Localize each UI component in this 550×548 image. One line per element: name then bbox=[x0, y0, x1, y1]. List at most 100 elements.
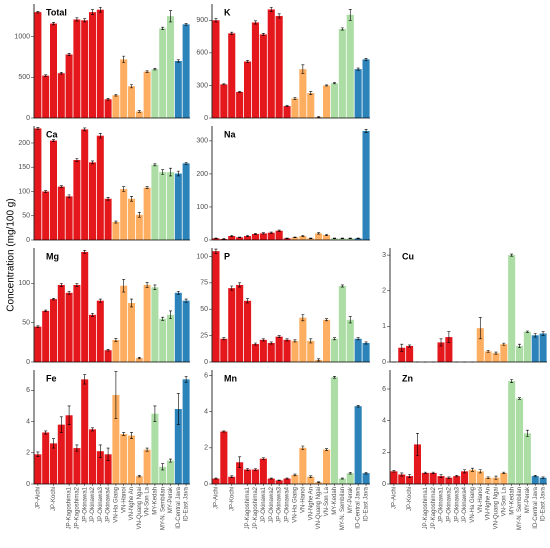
y-tick-label: 300 bbox=[196, 138, 208, 145]
bar bbox=[275, 230, 283, 240]
bar bbox=[174, 409, 182, 484]
error-bar bbox=[510, 379, 514, 383]
bar bbox=[338, 28, 346, 118]
error-bar bbox=[269, 341, 273, 345]
error-bar bbox=[510, 253, 514, 257]
bar bbox=[267, 478, 275, 484]
error-bar bbox=[145, 282, 149, 288]
bar bbox=[322, 85, 331, 118]
panel-title: Cu bbox=[402, 251, 414, 261]
error-bar bbox=[145, 70, 149, 73]
x-tick-label: VN-Son La bbox=[145, 486, 151, 516]
error-bar bbox=[309, 475, 313, 478]
bar bbox=[220, 338, 228, 362]
x-tick-label: JP-Kagoshima1 bbox=[423, 486, 429, 529]
error-bar bbox=[261, 33, 265, 36]
x-tick-label: MY-Kedah bbox=[152, 487, 158, 515]
bar bbox=[330, 238, 339, 240]
x-tick-label: JP-Okinawa2 bbox=[446, 486, 452, 522]
axis-line bbox=[211, 370, 370, 485]
axis-line bbox=[211, 4, 370, 119]
error-bar bbox=[214, 18, 218, 23]
y-tick-label: 0 bbox=[204, 115, 208, 122]
x-tick-label: JP-Okinawa1 bbox=[82, 486, 88, 522]
bar bbox=[307, 238, 315, 240]
bar bbox=[531, 476, 539, 484]
bar bbox=[159, 318, 167, 362]
x-tick-label: VN-Nghe An bbox=[129, 487, 135, 520]
bar bbox=[120, 285, 128, 362]
bar bbox=[135, 214, 143, 240]
y-tick-label: 50 bbox=[200, 306, 208, 313]
bar bbox=[515, 345, 524, 362]
error-bar bbox=[184, 375, 188, 383]
bar bbox=[251, 234, 260, 240]
bar bbox=[135, 358, 143, 362]
x-tick-label: JP-Kagoshima2 bbox=[74, 486, 80, 529]
error-bar bbox=[106, 349, 110, 352]
bar bbox=[330, 377, 339, 484]
y-tick-label: 200 bbox=[196, 171, 208, 178]
bar bbox=[220, 84, 228, 118]
x-tick-label: JP-Okinawa3 bbox=[277, 486, 283, 522]
error-bar bbox=[478, 317, 482, 340]
error-bar bbox=[91, 9, 94, 15]
y-tick-label: 0 bbox=[26, 481, 30, 488]
bar bbox=[127, 303, 136, 362]
error-bar bbox=[122, 186, 126, 192]
error-bar bbox=[130, 298, 133, 308]
error-bar bbox=[317, 232, 321, 235]
error-bar bbox=[269, 231, 273, 234]
bar bbox=[34, 454, 42, 484]
error-bar bbox=[59, 185, 63, 188]
error-bar bbox=[106, 447, 110, 461]
error-bar bbox=[98, 298, 102, 303]
bar bbox=[34, 12, 42, 118]
error-bar bbox=[325, 84, 329, 87]
y-tick-label: 900 bbox=[196, 17, 208, 24]
error-bar bbox=[184, 162, 188, 165]
error-bar bbox=[478, 469, 482, 474]
bar bbox=[143, 187, 151, 240]
y-tick-label: 1 bbox=[382, 323, 386, 330]
bar bbox=[81, 379, 89, 484]
y-tick-label: 2 bbox=[382, 449, 386, 456]
bar bbox=[127, 198, 136, 240]
bar bbox=[515, 398, 524, 484]
error-bar bbox=[246, 468, 250, 471]
y-tick-label: 4 bbox=[382, 418, 386, 425]
bar bbox=[182, 379, 190, 484]
bar bbox=[151, 164, 159, 240]
bar bbox=[143, 449, 151, 484]
error-bar bbox=[309, 91, 313, 95]
error-bar bbox=[184, 23, 188, 26]
x-tick-label: ID-East Java bbox=[364, 486, 370, 521]
error-bar bbox=[470, 467, 474, 472]
bar bbox=[299, 447, 307, 484]
error-bar bbox=[285, 237, 289, 239]
error-bar bbox=[238, 236, 242, 238]
bar bbox=[362, 130, 370, 240]
bar bbox=[96, 9, 104, 119]
bar bbox=[338, 238, 346, 240]
bar bbox=[346, 473, 354, 484]
error-bar bbox=[340, 477, 344, 480]
bar bbox=[42, 191, 50, 240]
error-bar bbox=[423, 471, 427, 475]
x-tick-label: MY-Perak bbox=[525, 486, 531, 513]
error-bar bbox=[98, 444, 102, 458]
error-bar bbox=[415, 433, 419, 456]
y-tick-label: 0 bbox=[382, 481, 386, 488]
error-bar bbox=[261, 232, 265, 235]
error-bar bbox=[301, 64, 305, 74]
error-bar bbox=[176, 59, 180, 63]
error-bar bbox=[98, 132, 102, 139]
error-bar bbox=[114, 371, 118, 419]
error-bar bbox=[332, 237, 336, 239]
error-bar bbox=[52, 22, 55, 26]
error-bar bbox=[486, 476, 490, 479]
panel-title: Mg bbox=[46, 251, 59, 261]
y-tick-label: 6 bbox=[382, 386, 386, 393]
bar bbox=[398, 474, 406, 484]
error-bar bbox=[214, 477, 218, 480]
